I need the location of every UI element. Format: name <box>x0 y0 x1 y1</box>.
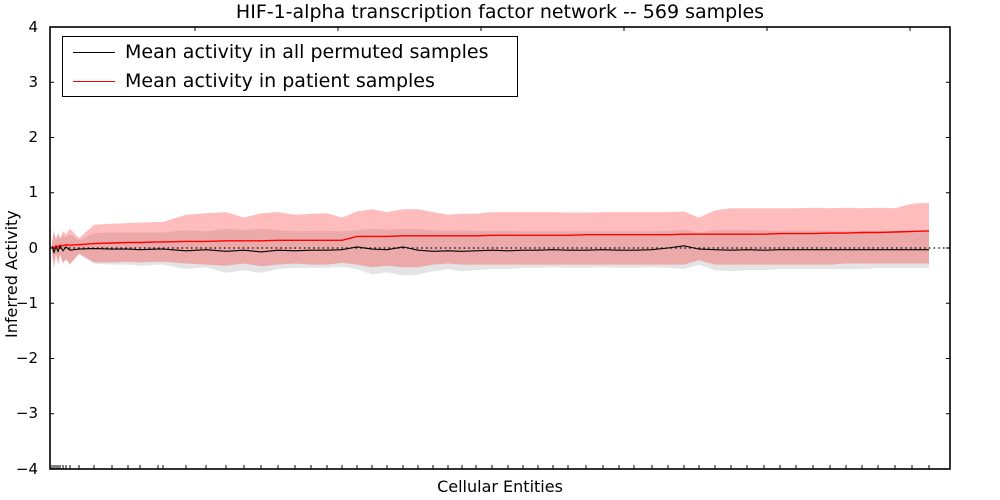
permuted-mean-line <box>51 244 929 255</box>
y-tick-label: 2 <box>28 128 38 146</box>
x-axis-label: Cellular Entities <box>437 477 563 496</box>
y-tick-label: 0 <box>28 238 38 257</box>
axes-frame <box>49 26 951 470</box>
legend-label-patient: Mean activity in patient samples <box>125 70 435 92</box>
legend-entry-patient: Mean activity in patient samples <box>63 67 517 95</box>
chart-title: HIF-1-alpha transcription factor network… <box>235 1 765 23</box>
y-tick-label: 1 <box>28 183 38 202</box>
legend-label-permuted: Mean activity in all permuted samples <box>125 41 489 63</box>
y-tick-label: 3 <box>28 72 38 91</box>
y-tick-label: −2 <box>15 349 38 367</box>
legend-box: Mean activity in all permuted samples Me… <box>62 36 518 97</box>
y-tick-label: −4 <box>15 459 38 478</box>
permuted-line-swatch <box>73 51 115 53</box>
patient-line-swatch <box>73 80 115 82</box>
patient-mean-line <box>51 230 930 249</box>
legend-entry-permuted: Mean activity in all permuted samples <box>63 38 517 66</box>
y-tick-label: −3 <box>15 404 38 423</box>
y-tick-label: 4 <box>28 17 38 36</box>
y-tick-label: −1 <box>15 293 38 312</box>
